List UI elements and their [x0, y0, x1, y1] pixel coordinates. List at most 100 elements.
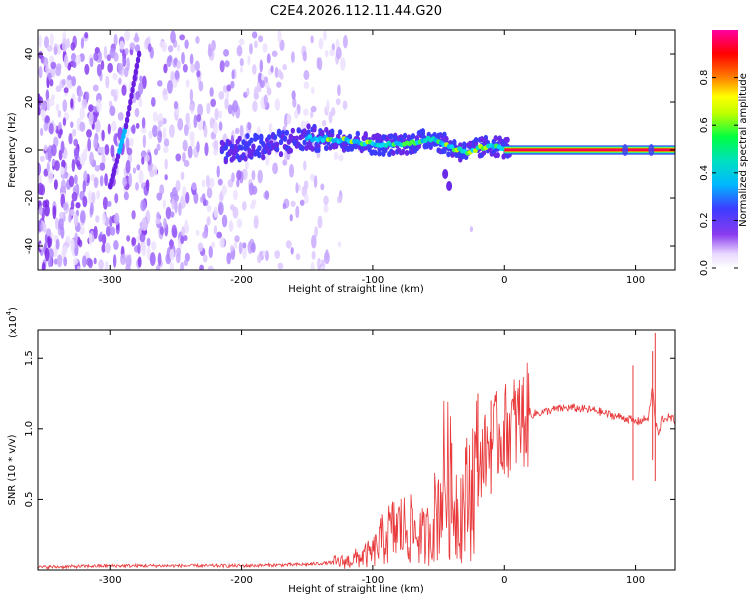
noise-cell	[67, 62, 72, 71]
noise-cell	[279, 39, 285, 52]
noise-cell	[47, 234, 51, 249]
noise-cell	[210, 241, 216, 249]
noise-cell	[265, 152, 270, 166]
noise-cell	[218, 121, 223, 131]
noise-cell	[185, 79, 190, 88]
noise-cell	[38, 162, 42, 176]
ridge-halo-cell	[505, 136, 510, 143]
noise-cell	[202, 230, 208, 239]
noise-cell	[262, 249, 266, 257]
noise-cell	[159, 226, 164, 236]
noise-cell	[185, 112, 190, 125]
heatmap-x-tick-label: -300	[99, 275, 122, 286]
noise-cell	[88, 233, 93, 246]
noise-cell	[175, 180, 181, 192]
ridge-halo-cell	[249, 137, 254, 144]
noise-cell	[131, 237, 137, 246]
ridge-halo-cell	[223, 158, 229, 165]
noise-cell	[80, 210, 86, 224]
snr-background	[38, 330, 675, 570]
noise-cell	[79, 226, 85, 235]
noise-cell	[98, 233, 103, 243]
noise-cell	[256, 254, 262, 264]
noise-cell	[236, 45, 243, 57]
heatmap-y-tick-label: 0	[24, 147, 35, 153]
noise-cell	[303, 81, 310, 89]
noise-cell	[251, 31, 258, 39]
ridge-halo-cell	[278, 139, 284, 146]
noise-cell	[202, 254, 208, 263]
noise-cell	[218, 110, 223, 119]
ridge-halo-cell	[452, 138, 457, 145]
noise-cell	[49, 33, 54, 47]
noise-cell	[149, 169, 154, 178]
noise-cell	[113, 94, 118, 102]
ridge-halo-cell	[251, 143, 256, 150]
noise-cell	[81, 98, 88, 109]
noise-cell	[119, 40, 125, 50]
streak-cell	[132, 74, 137, 82]
noise-cell	[120, 253, 127, 266]
noise-cell	[43, 121, 49, 132]
noise-cell	[309, 173, 315, 182]
noise-cell	[191, 182, 197, 191]
snr-x-tick-label: -200	[230, 575, 253, 586]
noise-cell	[277, 30, 282, 44]
colorbar-tick-label: 0.4	[699, 165, 710, 181]
noise-cell	[290, 200, 296, 207]
noise-cell	[44, 247, 50, 262]
noise-cell	[73, 147, 79, 157]
noise-cell	[335, 38, 340, 49]
noise-cell	[174, 199, 178, 214]
snr-x-tick-label: -100	[362, 575, 385, 586]
noise-cell	[66, 38, 70, 49]
noise-cell	[61, 37, 68, 52]
noise-cell	[303, 69, 310, 81]
noise-cell	[75, 54, 81, 65]
noise-cell	[124, 47, 129, 56]
noise-cell	[239, 66, 244, 73]
noise-cell	[75, 202, 81, 209]
colorbar: 0.0 0.2 0.4 0.6 0.8 Normalized spectral ampl…	[699, 30, 749, 276]
noise-cell	[141, 117, 146, 129]
noise-cell	[99, 175, 104, 187]
noise-cell	[175, 153, 182, 162]
noise-cell	[72, 185, 79, 195]
noise-cell	[152, 111, 158, 122]
noise-cell	[337, 241, 342, 248]
heatmap-y-tick-label: -20	[24, 190, 35, 206]
noise-cell	[247, 122, 252, 131]
noise-cell	[309, 110, 314, 119]
noise-cell	[88, 190, 93, 205]
noise-cell	[123, 66, 129, 78]
ridge-core-cell	[307, 134, 313, 139]
heatmap-x-tick-label: 100	[626, 275, 645, 286]
noise-cell	[82, 195, 88, 208]
noise-cell	[251, 169, 256, 181]
streak-cell	[135, 56, 141, 64]
secondary-blob-cell	[442, 169, 449, 179]
noise-cell	[96, 190, 101, 200]
noise-cell	[154, 148, 159, 156]
snr-y-tick-label: 1.5	[24, 350, 35, 366]
noise-cell	[195, 36, 200, 44]
noise-cell	[206, 102, 211, 115]
noise-cell	[264, 250, 269, 262]
noise-cell	[190, 63, 196, 74]
noise-cell	[124, 30, 131, 42]
noise-cell	[123, 191, 129, 201]
noise-cell	[179, 34, 186, 41]
snr-exponent: (x104)	[5, 307, 19, 338]
noise-cell	[335, 46, 342, 60]
noise-cell	[38, 205, 43, 216]
noise-cell	[196, 70, 201, 78]
noise-cell	[61, 78, 66, 86]
noise-cell	[175, 252, 181, 264]
noise-cell	[234, 127, 240, 135]
noise-cell	[146, 237, 151, 247]
ridge-halo-cell	[400, 148, 406, 155]
noise-cell	[38, 174, 42, 185]
noise-cell	[323, 251, 330, 265]
noise-cell	[238, 38, 245, 46]
ridge-halo-cell	[495, 152, 500, 159]
